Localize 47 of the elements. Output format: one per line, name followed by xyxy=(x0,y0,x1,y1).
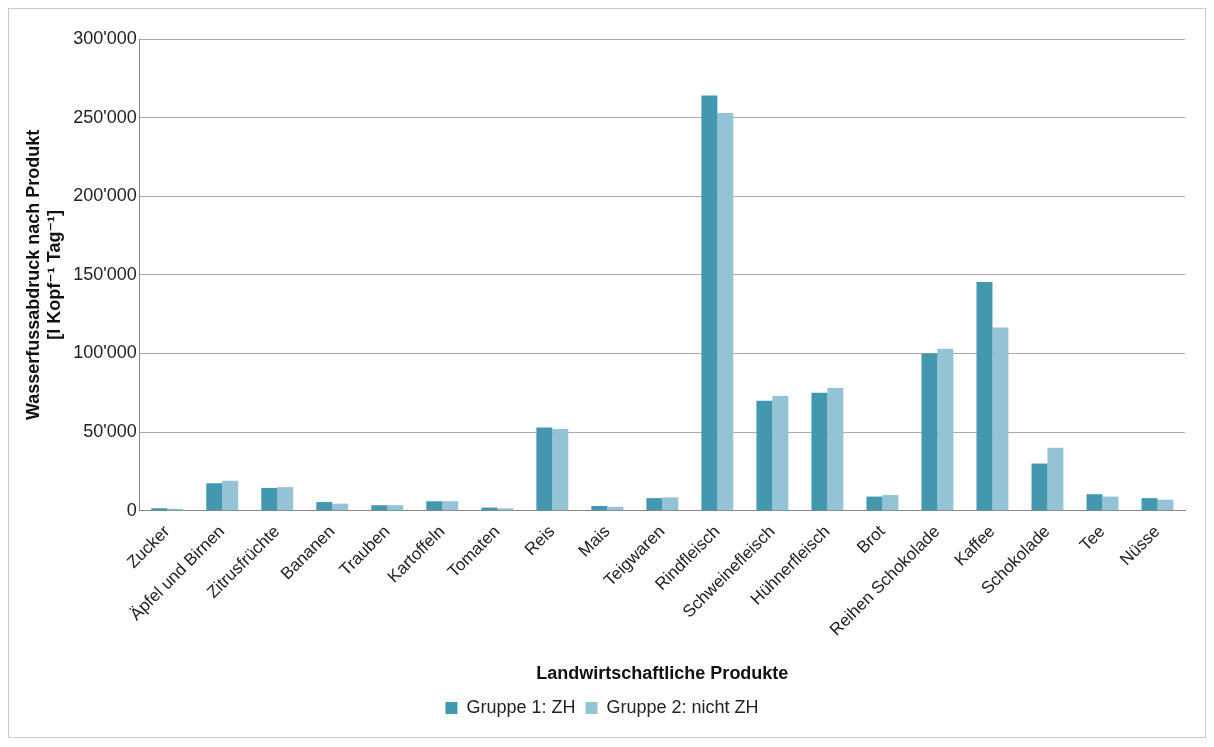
bar xyxy=(811,392,828,511)
bar xyxy=(591,506,608,511)
bar xyxy=(646,498,663,511)
bar xyxy=(1086,494,1103,511)
bar xyxy=(387,505,404,511)
bar xyxy=(442,501,459,511)
y-tick-label: 250'000 xyxy=(73,106,137,127)
bar xyxy=(882,495,899,511)
text: Wasserfussabdruck nach Produkt xyxy=(22,129,43,421)
bar xyxy=(552,428,569,511)
bar xyxy=(316,502,333,511)
bar xyxy=(827,388,844,511)
bar xyxy=(536,427,553,511)
legend-label: Gruppe 2: nicht ZH xyxy=(606,696,759,717)
bar xyxy=(206,483,223,511)
bar xyxy=(756,400,773,511)
bar xyxy=(1047,447,1064,511)
text: [l Kopf⁻¹ Tag⁻¹] xyxy=(44,210,65,340)
bar xyxy=(332,503,349,511)
bar xyxy=(772,395,789,511)
y-tick-label: 300'000 xyxy=(73,27,137,48)
bar xyxy=(1102,496,1119,511)
bar xyxy=(222,480,239,511)
bar xyxy=(426,501,443,511)
y-tick-label: 0 xyxy=(126,499,137,520)
bar xyxy=(992,327,1009,511)
bar xyxy=(371,505,388,511)
bar xyxy=(277,487,294,511)
bar xyxy=(701,95,718,511)
bar xyxy=(937,348,954,511)
x-tick-label: Reis xyxy=(520,521,559,560)
bar xyxy=(866,496,883,511)
y-tick-label: 100'000 xyxy=(73,342,137,363)
bar xyxy=(1031,463,1048,511)
legend-label: Gruppe 1: ZH xyxy=(466,696,576,717)
y-tick-label: 200'000 xyxy=(73,185,137,206)
bar xyxy=(1157,499,1174,511)
bar xyxy=(976,281,993,511)
bar xyxy=(1141,498,1158,511)
y-tick-label: 150'000 xyxy=(73,263,137,284)
bar xyxy=(662,497,679,511)
x-axis-title: Landwirtschaftliche Produkte xyxy=(536,663,789,684)
bar xyxy=(717,112,734,511)
x-tick-label: Tee xyxy=(1075,521,1109,555)
y-tick-label: 50'000 xyxy=(83,421,137,442)
bar xyxy=(921,353,938,511)
bar xyxy=(261,487,278,511)
